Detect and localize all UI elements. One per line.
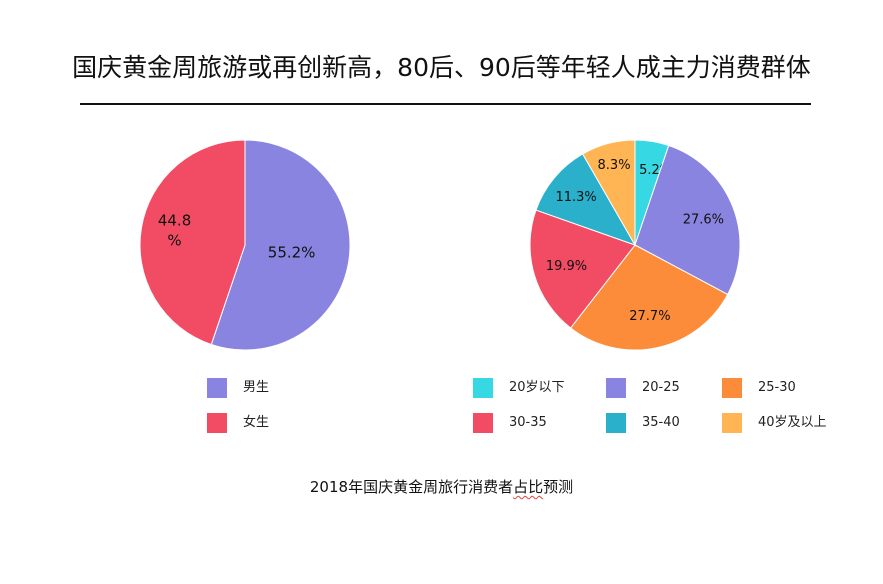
gender-legend-swatch [207, 413, 227, 433]
age-slice-1 [634, 144, 741, 296]
gender-pie-chart: 55.2% 44.8% [139, 139, 351, 351]
gender-legend-label: 男生 [243, 380, 270, 395]
gender-slice-0 [210, 139, 351, 351]
page-title: 国庆黄金周旅游或再创新高，80后、90后等年轻人成主力消费群体 [72, 53, 811, 82]
age-slice-2 [569, 244, 729, 351]
age-slice-4 [535, 153, 637, 246]
age-slice-5 [582, 139, 636, 247]
age-legend-swatch [473, 378, 493, 398]
gender-legend-label: 女生 [243, 415, 270, 430]
gender-slice-label-0: 55.2% [268, 244, 316, 262]
age-slice-label-3: 19.9% [546, 259, 587, 274]
age-legend-swatch [606, 413, 626, 433]
age-slice-label-1: 27.6% [683, 213, 724, 228]
age-slice-label-5: 8.3% [598, 158, 631, 173]
age-slice-label-4: 11.3% [555, 190, 596, 205]
title-divider [80, 103, 811, 105]
caption-flagged-text: 占比 [513, 478, 544, 496]
chart-caption: 2018年国庆黄金周旅行消费者占比预测 [0, 476, 883, 498]
age-legend-swatch [722, 378, 742, 398]
age-pie-chart: 5.2%27.6%27.7%19.9%11.3%8.3% [529, 139, 741, 351]
age-legend-label: 20岁以下 [509, 380, 565, 395]
age-slice-label-2: 27.7% [629, 309, 670, 324]
age-legend-label: 20-25 [642, 380, 680, 395]
age-legend-swatch [473, 413, 493, 433]
caption-text-end: 预测 [543, 478, 574, 496]
age-slice-3 [529, 209, 636, 329]
gender-slice-label-1: 44.8% [158, 211, 191, 249]
caption-text: 2018年国庆黄金周旅行消费者 [309, 478, 514, 496]
gender-legend-swatch [207, 378, 227, 398]
age-legend-swatch [606, 378, 626, 398]
age-legend-label: 40岁及以上 [758, 415, 827, 430]
age-legend-swatch [722, 413, 742, 433]
age-legend-label: 30-35 [509, 415, 547, 430]
age-legend-label: 35-40 [642, 415, 680, 430]
gender-slice-1 [139, 139, 246, 346]
age-legend-label: 25-30 [758, 380, 796, 395]
